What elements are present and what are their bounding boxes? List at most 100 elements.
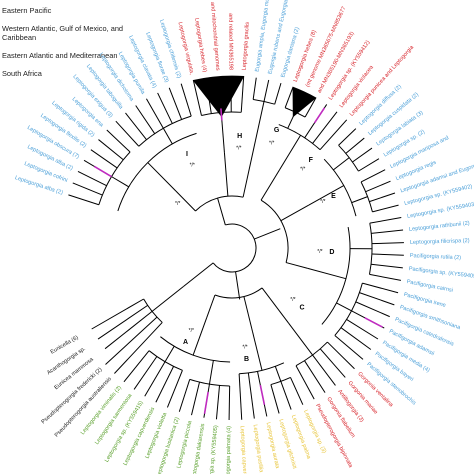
subclade-stem [336, 302, 352, 312]
tree-branches [68, 75, 404, 420]
legend-entry-south-africa: South Africa [2, 69, 42, 78]
terminal-branch [125, 112, 147, 140]
terminal-branch [358, 158, 380, 172]
terminal-branch [360, 169, 386, 183]
clade-stem [308, 185, 344, 206]
backbone-arc [260, 199, 289, 263]
terminal-branch [290, 377, 304, 405]
tip-label: Leptogorgia aurata [265, 422, 281, 470]
terminal-branch [91, 298, 144, 330]
tip-label: Leptogorgia filicrispa (2) [410, 238, 470, 246]
terminal-branch [106, 129, 131, 153]
terminal-branch [359, 292, 395, 306]
clade-label: A [183, 339, 188, 346]
terminal-branch [338, 128, 357, 146]
terminal-branch [144, 361, 166, 397]
terminal-branch [340, 327, 372, 350]
tip-label: Leptogorgia obscura (7) [26, 125, 80, 161]
tip-label: and mitochondrial genomes [209, 2, 220, 71]
clade-label: D [329, 249, 334, 256]
terminal-branch [68, 194, 100, 206]
support-value: */* [236, 146, 241, 152]
root-stem [254, 228, 281, 240]
terminal-branch [371, 263, 403, 269]
subclade-stem [333, 157, 350, 171]
clade-stem [147, 162, 177, 192]
backbone-stem [261, 287, 289, 324]
tip-label: Leptogorgia rathbunii (2) [409, 221, 470, 233]
tip-label: and related MN365198 [227, 13, 233, 70]
support-value: */* [320, 199, 325, 205]
subclade-stem [111, 176, 130, 188]
highlight-branch [364, 317, 383, 328]
clade-label: C [300, 304, 305, 311]
support-value: */* [189, 328, 194, 334]
terminal-branch [135, 105, 156, 134]
support-value: */* [290, 297, 295, 303]
terminal-branch [247, 372, 255, 419]
terminal-branch [274, 82, 282, 105]
terminal-branch [319, 348, 346, 378]
legend-entry-western-atlantic: Western Atlantic, Gulf of Mexico, and Ca… [2, 24, 124, 42]
tip-label: and Leptogorgia dakarensis [189, 423, 206, 474]
terminal-branch [228, 385, 231, 420]
tip-label: Leptogorgia capverdensis [239, 426, 249, 474]
terminal-branch [263, 79, 270, 102]
terminal-branch [192, 80, 202, 116]
terminal-branch [178, 379, 191, 412]
tip-label: Leptogorgia flexilis (2) [39, 113, 87, 149]
collapsed-clade [292, 86, 317, 118]
highlight-branch [93, 165, 112, 178]
root-arc [212, 223, 257, 273]
terminal-branch [98, 139, 124, 161]
terminal-branch [252, 77, 257, 100]
tip-label: Leptogorgia sp. (KY559403) [407, 202, 474, 220]
terminal-branch [369, 273, 402, 281]
terminal-branch [355, 301, 390, 318]
highlight-branch [259, 384, 266, 405]
tip-label: Leptogorgia dichotoma [98, 52, 135, 103]
terminal-branch [312, 354, 336, 386]
clade-crown-arc [253, 99, 275, 105]
subclade-arc [338, 144, 359, 172]
clade-label: E [331, 193, 336, 200]
support-value: */* [317, 249, 322, 255]
terminal-branch [238, 373, 243, 420]
support-value: */* [300, 166, 305, 172]
terminal-branch [72, 182, 103, 196]
tip-label: Leptogorgia palmata (4) [225, 426, 232, 474]
terminal-branch [352, 147, 373, 163]
root-stem [183, 262, 214, 287]
terminal-branch [369, 217, 402, 224]
clade-stem [279, 134, 301, 170]
terminal-branch [157, 92, 173, 124]
subclade-stem [164, 345, 175, 363]
support-value: */* [190, 162, 195, 168]
terminal-branch [90, 149, 118, 169]
terminal-branch [105, 316, 158, 365]
subclade-arc [360, 181, 373, 212]
tip-label: Leptogorgia gracilis [242, 22, 251, 71]
clade-stem [192, 317, 208, 356]
tip-label: Leptogorgia piccola [176, 420, 193, 469]
legend-entry-eastern-atlantic: Eastern Atlantic and Mediterranean [2, 51, 118, 60]
terminal-branch [345, 137, 365, 154]
tip-label: Leptogorgia hebes (4) [193, 18, 207, 73]
support-value: */* [242, 344, 247, 350]
terminal-branch [304, 360, 326, 393]
backbone-stem [280, 204, 310, 222]
terminal-branch [312, 111, 338, 144]
terminal-branch [280, 381, 292, 410]
terminal-branch [145, 98, 164, 129]
terminal-branch [371, 253, 404, 256]
terminal-branch [270, 384, 280, 414]
tip-label: Pacifigorgia sp. (KY559405) [408, 266, 474, 280]
terminal-branch [284, 86, 294, 108]
backbone-stem [260, 169, 281, 201]
terminal-branch [304, 97, 317, 118]
terminal-branch [133, 356, 158, 390]
support-value: */* [175, 201, 180, 207]
subclade-stem [162, 128, 173, 145]
